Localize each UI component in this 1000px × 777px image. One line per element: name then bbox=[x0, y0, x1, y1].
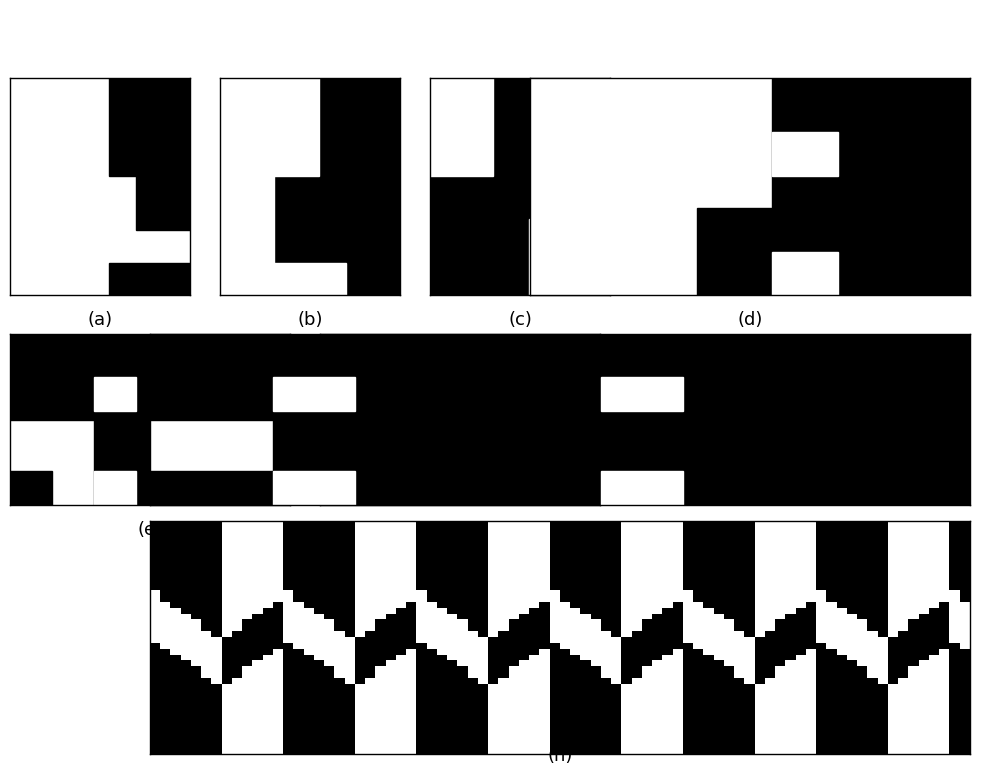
Bar bbox=[150, 334, 396, 420]
Bar bbox=[601, 377, 683, 411]
Bar bbox=[430, 78, 493, 176]
Bar bbox=[109, 263, 190, 295]
Text: (e): (e) bbox=[137, 521, 163, 538]
Text: (a): (a) bbox=[87, 311, 113, 329]
Bar bbox=[10, 334, 94, 420]
Bar bbox=[94, 377, 136, 411]
Bar bbox=[150, 471, 273, 505]
Bar bbox=[220, 176, 319, 295]
Bar bbox=[94, 334, 290, 505]
Bar bbox=[136, 176, 190, 230]
Bar bbox=[529, 219, 610, 295]
Bar bbox=[320, 454, 404, 505]
Bar bbox=[772, 132, 838, 176]
Bar bbox=[94, 471, 136, 505]
Bar bbox=[273, 377, 355, 411]
Bar bbox=[320, 334, 516, 420]
Bar bbox=[220, 78, 400, 176]
Bar bbox=[697, 208, 772, 295]
Bar bbox=[109, 78, 190, 176]
Bar bbox=[220, 78, 319, 176]
Bar bbox=[404, 377, 460, 420]
Text: (c): (c) bbox=[508, 311, 532, 329]
Bar bbox=[601, 471, 683, 505]
Bar bbox=[273, 471, 355, 505]
Bar bbox=[273, 334, 970, 505]
Bar bbox=[404, 420, 600, 505]
Bar bbox=[460, 462, 516, 505]
Text: (b): (b) bbox=[297, 311, 323, 329]
Bar bbox=[220, 176, 274, 263]
Text: (h): (h) bbox=[547, 747, 573, 765]
Text: (g): (g) bbox=[717, 521, 743, 538]
Bar bbox=[220, 263, 346, 295]
Text: (d): (d) bbox=[737, 311, 763, 329]
Text: (f): (f) bbox=[450, 521, 470, 538]
Bar bbox=[772, 78, 970, 295]
Bar bbox=[10, 471, 52, 505]
Bar bbox=[772, 252, 838, 295]
